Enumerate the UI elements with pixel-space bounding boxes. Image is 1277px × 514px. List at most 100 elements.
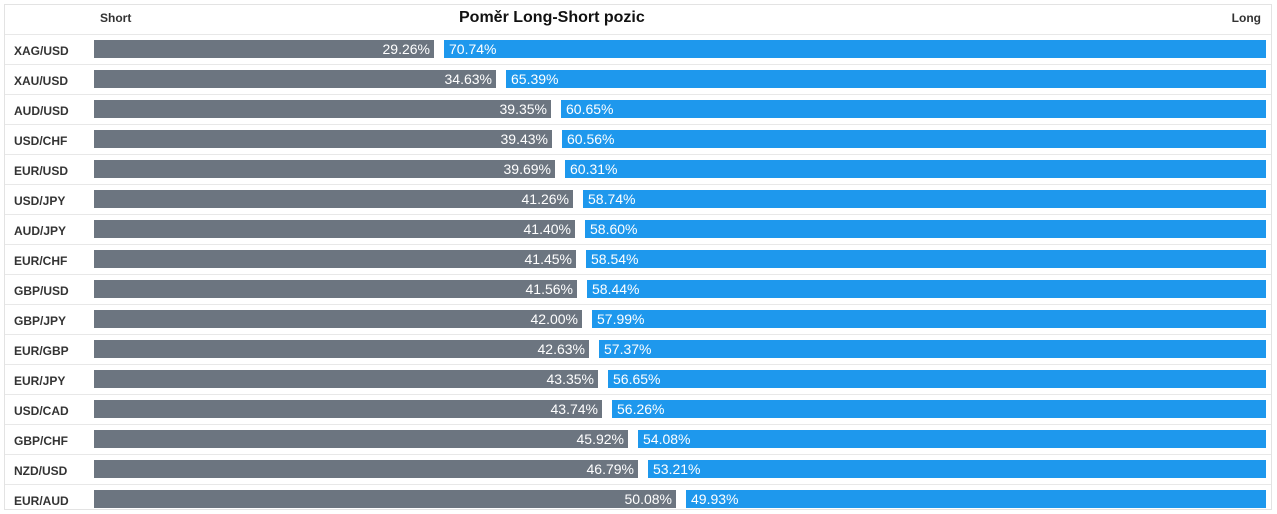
short-value-label: 41.56% — [525, 281, 573, 297]
chart-header: Short Poměr Long-Short pozic Long — [0, 0, 1277, 34]
pair-label: EUR/CHF — [14, 254, 68, 268]
long-value-label: 60.65% — [566, 101, 614, 117]
table-row: EUR/AUD 50.08% 49.93% — [5, 484, 1271, 514]
short-bar: 39.69% — [94, 160, 555, 178]
long-value-label: 60.31% — [570, 161, 618, 177]
short-bar: 43.35% — [94, 370, 598, 388]
table-row: USD/CHF 39.43% 60.56% — [5, 124, 1271, 154]
table-row: GBP/CHF 45.92% 54.08% — [5, 424, 1271, 454]
table-row: XAU/USD 34.63% 65.39% — [5, 64, 1271, 94]
long-bar: 58.74% — [583, 190, 1266, 208]
long-bar: 54.08% — [638, 430, 1266, 448]
short-value-label: 42.00% — [530, 311, 578, 327]
short-value-label: 43.35% — [546, 371, 594, 387]
pair-label: GBP/USD — [14, 284, 69, 298]
table-row: EUR/USD 39.69% 60.31% — [5, 154, 1271, 184]
short-value-label: 50.08% — [624, 491, 672, 507]
long-bar: 65.39% — [506, 70, 1266, 88]
pair-label: XAU/USD — [14, 74, 69, 88]
table-row: EUR/GBP 42.63% 57.37% — [5, 334, 1271, 364]
short-bar: 42.00% — [94, 310, 582, 328]
long-value-label: 58.54% — [591, 251, 639, 267]
long-value-label: 70.74% — [449, 41, 497, 57]
short-value-label: 41.26% — [521, 191, 569, 207]
short-value-label: 29.26% — [382, 41, 430, 57]
long-bar: 60.56% — [562, 130, 1266, 148]
pair-label: AUD/USD — [14, 104, 69, 118]
long-value-label: 58.60% — [590, 221, 638, 237]
chart-title: Poměr Long-Short pozic — [459, 9, 645, 26]
short-value-label: 39.69% — [503, 161, 551, 177]
table-row: AUD/USD 39.35% 60.65% — [5, 94, 1271, 124]
table-row: NZD/USD 46.79% 53.21% — [5, 454, 1271, 484]
long-bar: 49.93% — [686, 490, 1266, 508]
pair-label: GBP/CHF — [14, 434, 68, 448]
table-row: EUR/CHF 41.45% 58.54% — [5, 244, 1271, 274]
chart-frame — [4, 4, 1272, 510]
pair-label: EUR/GBP — [14, 344, 69, 358]
short-value-label: 46.79% — [586, 461, 634, 477]
long-bar: 57.37% — [599, 340, 1266, 358]
long-value-label: 58.74% — [588, 191, 636, 207]
long-value-label: 49.93% — [691, 491, 739, 507]
table-row: GBP/USD 41.56% 58.44% — [5, 274, 1271, 304]
short-axis-label: Short — [100, 11, 132, 25]
pair-label: GBP/JPY — [14, 314, 67, 328]
short-value-label: 41.40% — [523, 221, 571, 237]
table-row: USD/CAD 43.74% 56.26% — [5, 394, 1271, 424]
long-value-label: 65.39% — [511, 71, 559, 87]
table-row: EUR/JPY 43.35% 56.65% — [5, 364, 1271, 394]
short-bar: 42.63% — [94, 340, 589, 358]
short-value-label: 45.92% — [576, 431, 624, 447]
long-axis-label: Long — [1231, 11, 1261, 25]
short-bar: 29.26% — [94, 40, 434, 58]
pair-label: USD/CAD — [14, 404, 69, 418]
table-row: USD/JPY 41.26% 58.74% — [5, 184, 1271, 214]
short-bar: 39.43% — [94, 130, 552, 148]
short-bar: 41.40% — [94, 220, 575, 238]
long-bar: 57.99% — [592, 310, 1266, 328]
long-bar: 58.54% — [586, 250, 1266, 268]
long-bar: 60.31% — [565, 160, 1266, 178]
pair-label: EUR/USD — [14, 164, 69, 178]
table-row: GBP/JPY 42.00% 57.99% — [5, 304, 1271, 334]
long-bar: 60.65% — [561, 100, 1266, 118]
pair-label: USD/CHF — [14, 134, 68, 148]
short-value-label: 34.63% — [444, 71, 492, 87]
long-bar: 70.74% — [444, 40, 1266, 58]
long-bar: 56.65% — [608, 370, 1266, 388]
short-value-label: 39.35% — [499, 101, 547, 117]
pair-label: EUR/AUD — [14, 494, 69, 508]
long-value-label: 56.65% — [613, 371, 661, 387]
long-bar: 56.26% — [612, 400, 1266, 418]
long-value-label: 57.37% — [604, 341, 652, 357]
pair-label: USD/JPY — [14, 194, 66, 208]
short-bar: 41.45% — [94, 250, 576, 268]
long-bar: 58.60% — [585, 220, 1266, 238]
long-bar: 58.44% — [587, 280, 1266, 298]
pair-label: XAG/USD — [14, 44, 69, 58]
short-value-label: 41.45% — [524, 251, 572, 267]
pair-label: NZD/USD — [14, 464, 68, 478]
short-bar: 50.08% — [94, 490, 676, 508]
table-row: XAG/USD 29.26% 70.74% — [5, 34, 1271, 64]
short-bar: 34.63% — [94, 70, 496, 88]
pair-label: EUR/JPY — [14, 374, 66, 388]
table-row: AUD/JPY 41.40% 58.60% — [5, 214, 1271, 244]
long-value-label: 57.99% — [597, 311, 645, 327]
short-bar: 41.26% — [94, 190, 573, 208]
long-value-label: 53.21% — [653, 461, 701, 477]
short-bar: 39.35% — [94, 100, 551, 118]
short-bar: 43.74% — [94, 400, 602, 418]
long-bar: 53.21% — [648, 460, 1266, 478]
short-value-label: 43.74% — [550, 401, 598, 417]
long-value-label: 56.26% — [617, 401, 665, 417]
short-bar: 41.56% — [94, 280, 577, 298]
pair-label: AUD/JPY — [14, 224, 67, 238]
short-value-label: 39.43% — [500, 131, 548, 147]
short-bar: 45.92% — [94, 430, 628, 448]
long-value-label: 58.44% — [592, 281, 640, 297]
long-value-label: 54.08% — [643, 431, 691, 447]
long-value-label: 60.56% — [567, 131, 615, 147]
short-bar: 46.79% — [94, 460, 638, 478]
